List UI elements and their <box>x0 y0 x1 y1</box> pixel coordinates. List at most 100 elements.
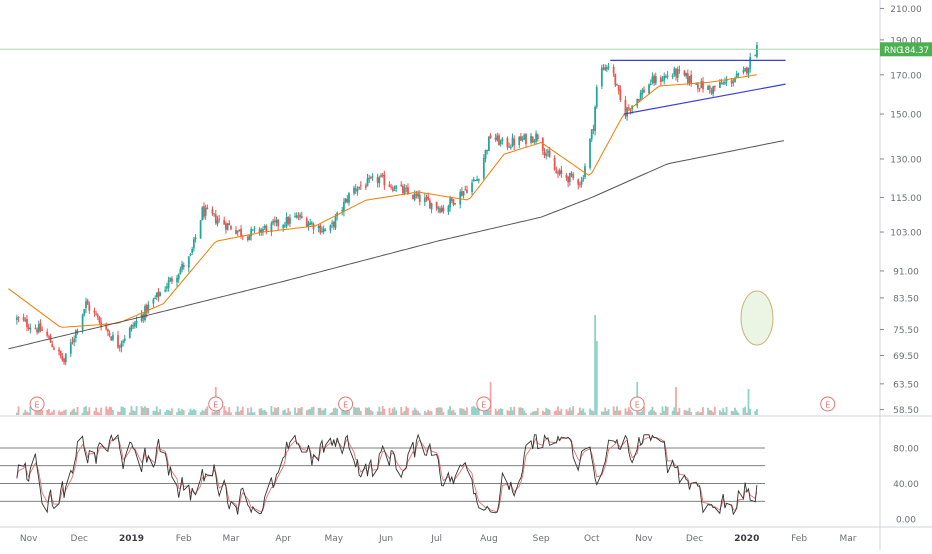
volume-bar <box>614 410 617 415</box>
volume-bar <box>604 407 607 415</box>
volume-bar <box>594 315 596 415</box>
candle-body <box>594 106 596 132</box>
candle-body <box>171 278 173 282</box>
volume-bar <box>117 411 119 415</box>
candle-body <box>402 185 404 193</box>
candle-body <box>192 239 195 249</box>
candle-body <box>639 93 642 100</box>
volume-bar <box>412 410 414 415</box>
candle-body <box>567 177 570 183</box>
candle-body <box>159 292 162 296</box>
candle-body <box>405 187 408 189</box>
volume-bar <box>216 408 219 415</box>
volume-bar <box>742 407 745 415</box>
candle-body <box>15 317 18 320</box>
earnings-circle[interactable] <box>208 396 224 412</box>
volume-bar <box>140 406 143 415</box>
earnings-marker[interactable]: E <box>476 396 492 412</box>
volume-bar <box>27 412 30 415</box>
volume-bar <box>147 408 150 415</box>
candle-body <box>403 188 406 195</box>
candle-body <box>348 193 350 203</box>
volume-bar <box>747 389 750 415</box>
volume-bar <box>53 409 55 415</box>
volume-bar <box>46 409 49 415</box>
volume-bar <box>312 406 315 415</box>
volume-bar <box>530 412 532 415</box>
candle-body <box>541 138 544 151</box>
candle-body <box>270 223 273 233</box>
earnings-circle[interactable] <box>629 396 645 412</box>
candle-body <box>223 219 226 225</box>
candle-body <box>287 217 290 224</box>
volume-bar <box>317 408 320 415</box>
candle-body <box>543 152 546 155</box>
candle-body <box>707 86 709 90</box>
candle-body <box>41 329 44 331</box>
candle-body <box>74 329 77 339</box>
candle-body <box>145 304 148 313</box>
earnings-marker[interactable]: E <box>29 396 45 412</box>
candle-body <box>371 176 374 178</box>
volume-bar <box>653 410 655 415</box>
volume-bar <box>661 406 664 415</box>
earnings-marker[interactable]: E <box>338 396 354 412</box>
volume-bar <box>300 407 303 415</box>
price-badge: RNG 184.37 <box>880 42 932 57</box>
volume-bar <box>602 411 605 415</box>
price-badge-box <box>880 42 932 57</box>
volume-bar <box>423 410 426 415</box>
earnings-marker[interactable]: E <box>820 396 836 412</box>
volume-bar <box>501 409 504 415</box>
oscillator-tick-label: 40.00 <box>893 480 919 490</box>
candle-body <box>344 198 347 203</box>
candle-body <box>228 223 231 225</box>
earnings-circle[interactable] <box>476 396 492 412</box>
volume-bar <box>353 406 355 415</box>
candle-body <box>617 85 620 91</box>
volume-bar <box>525 412 527 415</box>
candle-body <box>536 134 539 140</box>
candle-body <box>24 319 27 322</box>
volume-bar <box>659 412 662 415</box>
candle-body <box>317 226 320 229</box>
earnings-circle[interactable] <box>820 396 836 412</box>
volume-bar <box>407 407 409 415</box>
volume-bar <box>368 407 371 415</box>
oscillator-tick-label: 80.00 <box>893 445 919 455</box>
volume-bar <box>165 409 168 415</box>
earnings-circle[interactable] <box>338 396 354 412</box>
candle-body <box>439 208 441 213</box>
volume-bar <box>71 409 74 415</box>
candle-body <box>535 133 537 142</box>
volume-bar <box>159 409 162 415</box>
candle-body <box>557 172 559 174</box>
earnings-marker[interactable]: E <box>629 396 645 412</box>
oscillator-pane <box>0 433 765 516</box>
earnings-marker[interactable]: E <box>208 396 224 412</box>
volume-bar <box>582 408 585 415</box>
candle-body <box>83 309 86 315</box>
candle-body <box>685 72 688 77</box>
volume-bar <box>199 412 202 415</box>
candle-body <box>307 223 310 227</box>
volume-bar <box>447 409 450 415</box>
candle-body <box>164 289 167 292</box>
volume-bar <box>590 410 593 415</box>
candle-body <box>240 228 242 236</box>
volume-bar <box>277 406 280 415</box>
volume-bar <box>725 406 728 415</box>
candle-body <box>26 319 28 328</box>
volume-bar <box>579 407 581 415</box>
earnings-label: E <box>35 401 40 410</box>
candle-body <box>734 78 736 83</box>
candle-body <box>459 191 462 205</box>
volume-bar <box>417 411 419 415</box>
candle-body <box>697 83 699 89</box>
volume-bar <box>702 407 704 415</box>
earnings-circle[interactable] <box>29 396 45 412</box>
candle-body <box>649 83 652 85</box>
volume-bar <box>157 412 160 415</box>
volume-bar <box>617 410 620 415</box>
